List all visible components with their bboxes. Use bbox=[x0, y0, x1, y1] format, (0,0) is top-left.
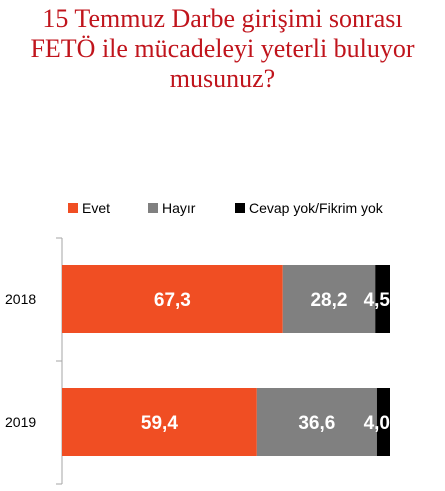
category-label-2019: 2019 bbox=[5, 414, 36, 430]
bars: 67,3 28,2 4,5 59,4 36,6 4,0 bbox=[62, 265, 390, 456]
category-axis: 2018 2019 bbox=[5, 237, 63, 485]
data-label-cevap-yok-fikrim-yok-2018: 4,5 bbox=[364, 290, 391, 311]
chart-title-line-2: FETÖ ile mücadeleyi yeterli buluyor bbox=[30, 34, 415, 63]
data-label-hay-r-2018: 28,2 bbox=[310, 290, 347, 311]
legend-swatch-evet bbox=[68, 203, 78, 213]
legend: Evet Hayır Cevap yok/Fikrim yok bbox=[68, 200, 384, 216]
bar-hay-r-2019 bbox=[256, 388, 377, 456]
bar-evet-2018 bbox=[62, 265, 283, 333]
chart-title: 15 Temmuz Darbe girişimi sonrası FETÖ il… bbox=[0, 4, 445, 94]
chart-title-line-1: 15 Temmuz Darbe girişimi sonrası bbox=[42, 4, 403, 33]
data-label-hay-r-2019: 36,6 bbox=[298, 413, 335, 434]
legend-swatch-hay-r bbox=[148, 203, 158, 213]
data-label-cevap-yok-fikrim-yok-2019: 4,0 bbox=[364, 413, 390, 434]
bar-cevap-yok-fikrim-yok-2019 bbox=[376, 388, 390, 456]
data-label-evet-2018: 67,3 bbox=[154, 290, 191, 311]
data-label-evet-2019: 59,4 bbox=[141, 413, 178, 434]
legend-label-cevap-yok-fikrim-yok: Cevap yok/Fikrim yok bbox=[249, 200, 384, 216]
bar-cevap-yok-fikrim-yok-2018 bbox=[375, 265, 390, 333]
legend-swatch-cevap-yok-fikrim-yok bbox=[235, 203, 245, 213]
chart-title-line-3: musunuz? bbox=[169, 64, 276, 93]
legend-label-hay-r: Hayır bbox=[162, 200, 196, 216]
bar-evet-2019 bbox=[62, 388, 257, 456]
bar-hay-r-2018 bbox=[282, 265, 376, 333]
category-label-2018: 2018 bbox=[5, 291, 36, 307]
legend-label-evet: Evet bbox=[82, 200, 110, 216]
